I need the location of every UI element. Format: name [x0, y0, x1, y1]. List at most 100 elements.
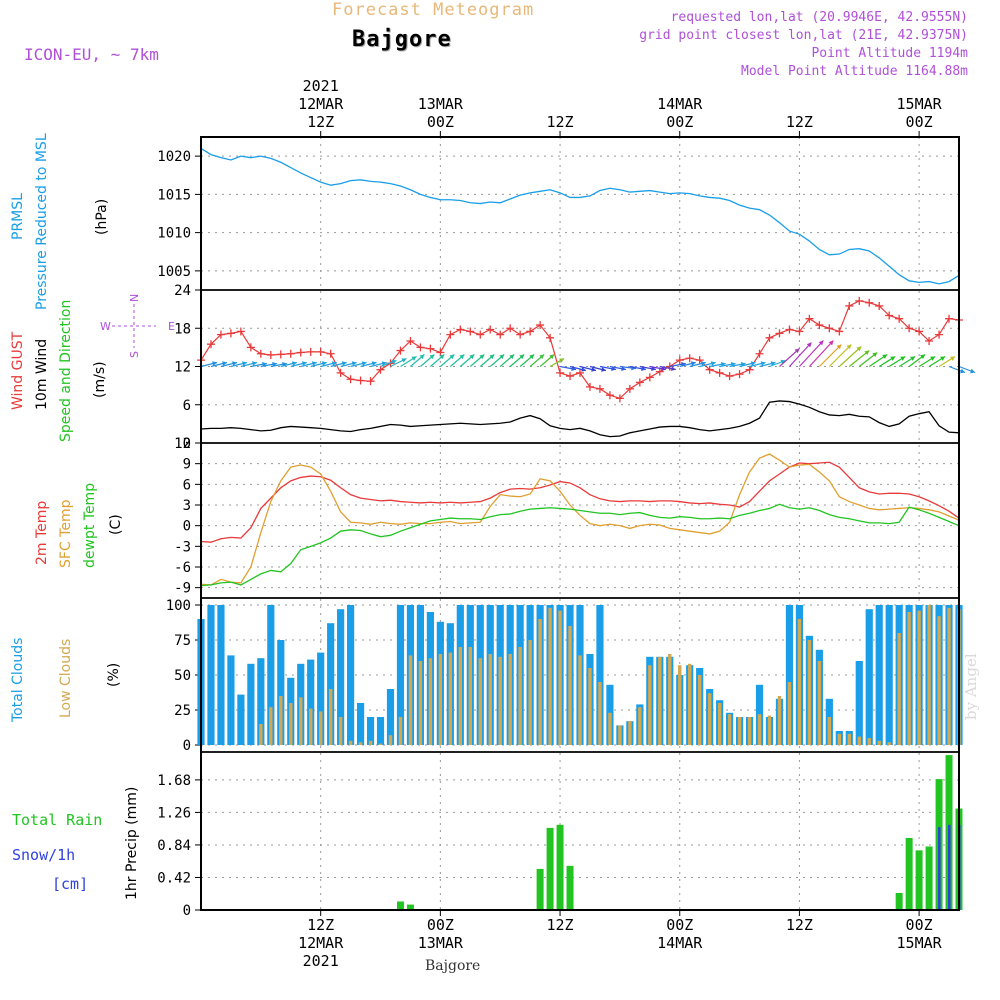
low-cloud-bar	[907, 612, 911, 745]
low-cloud-bar	[797, 619, 802, 745]
top-year-label: 2021	[303, 77, 339, 95]
gust-marker	[895, 314, 904, 323]
wind-arrow-head	[252, 361, 257, 366]
wind-arrow-head	[770, 361, 776, 366]
gust-marker	[645, 373, 654, 382]
wind-arrow-head	[846, 344, 852, 350]
wind-arrow-head	[212, 361, 217, 366]
low-cloud-bar	[498, 656, 502, 745]
wind-arrow-head	[381, 361, 387, 366]
bottom-hour-label: 00Z	[906, 916, 933, 934]
low-cloud-bar	[328, 689, 333, 745]
wind-arrow-head	[479, 354, 485, 360]
wind-arrow-head	[519, 354, 525, 360]
y-tick-label: 25	[174, 703, 191, 719]
wind-arrow-head	[391, 359, 397, 365]
dewpt-label: dewpt Temp	[82, 483, 98, 568]
gust-marker	[376, 365, 385, 374]
gust-marker	[935, 330, 944, 339]
wind-arrow-head	[890, 356, 896, 361]
wind-arrow-head	[950, 356, 956, 361]
low-cloud-bar	[289, 703, 293, 745]
y-tick-label: 12	[174, 436, 191, 452]
total-cloud-bar	[596, 605, 604, 745]
bottom-date-label: 13MAR	[418, 934, 464, 952]
low-clouds-label: Low Clouds	[58, 639, 74, 718]
panel-frame	[200, 136, 960, 291]
low-cloud-bar	[767, 715, 772, 745]
rain-bar	[925, 846, 933, 910]
top-hour-label: 00Z	[666, 113, 693, 131]
total-cloud-bar	[227, 655, 235, 745]
requested-coords: requested lon,lat (20.9946E, 42.9555N)	[670, 10, 968, 25]
gust-marker	[486, 325, 495, 334]
gust-marker	[496, 330, 505, 339]
low-cloud-bar	[558, 610, 562, 745]
low-cloud-bar	[588, 668, 592, 745]
low-cloud-bar	[747, 717, 752, 745]
temp-2m-line	[200, 461, 960, 543]
wind-arrow-head	[351, 361, 357, 366]
wind-dir-label: Speed and Direction	[58, 300, 74, 442]
gust-marker	[526, 327, 535, 336]
rain-bar	[905, 837, 913, 910]
compass-w: W	[100, 320, 111, 333]
low-cloud-bar	[847, 733, 851, 745]
low-cloud-bar	[638, 707, 642, 745]
low-cloud-bar	[787, 682, 792, 745]
gust-marker	[775, 329, 784, 338]
wind-arrow-head	[401, 358, 407, 363]
y-tick-label: 100	[166, 598, 191, 614]
wind-arrow-head	[601, 367, 606, 372]
y-tick-label: 1015	[157, 187, 191, 203]
low-cloud-bar	[398, 717, 403, 745]
y-tick-label: 24	[174, 283, 191, 299]
wind-arrow-head	[882, 354, 888, 359]
low-cloud-bar	[727, 714, 732, 745]
total-cloud-bar	[247, 663, 255, 745]
wind-arrow-head	[301, 361, 307, 366]
wind-arrow-head	[960, 368, 966, 374]
low-cloud-bar	[378, 743, 383, 745]
bottom-date-label: 14MAR	[657, 934, 703, 952]
low-cloud-bar	[777, 696, 782, 745]
low-cloud-bar	[678, 665, 682, 745]
y-tick-label: 6	[183, 477, 191, 493]
gust-line	[200, 300, 960, 400]
total-cloud-bar	[347, 605, 355, 745]
wind-arrow-head	[559, 358, 565, 363]
wind-arrow-head	[361, 361, 367, 366]
wind-arrow-head	[371, 361, 377, 366]
gust-marker	[316, 347, 325, 356]
low-cloud-bar	[269, 707, 273, 745]
wind-arrow-head	[242, 361, 247, 366]
gust-marker	[785, 325, 794, 334]
wind-arrow	[789, 342, 812, 367]
top-date-label: 15MAR	[897, 95, 943, 113]
wind-arrow-head	[818, 340, 824, 346]
low-cloud-bar	[508, 654, 512, 745]
low-cloud-bar	[618, 725, 622, 745]
top-hour-label: 00Z	[906, 113, 933, 131]
gust-marker	[945, 314, 954, 323]
low-cloud-bar	[857, 736, 861, 745]
total-cloud-bar	[327, 623, 335, 745]
sfc-temp-label: SFC Temp	[58, 499, 74, 568]
gust-marker	[595, 384, 604, 393]
low-cloud-bar	[438, 654, 443, 745]
y-tick-label: 0.84	[157, 838, 191, 854]
wind-arrow	[818, 344, 842, 367]
low-cloud-bar	[668, 654, 672, 745]
total-cloud-bar	[875, 605, 883, 745]
low-cloud-bar	[877, 740, 881, 745]
y-tick-label: 1.26	[157, 805, 191, 821]
total-cloud-bar	[885, 605, 893, 745]
gust-marker	[905, 324, 914, 333]
rain-bar	[396, 901, 404, 910]
wind-arrow	[808, 340, 834, 367]
gust-marker	[366, 377, 375, 386]
gust-marker	[346, 375, 355, 384]
pressure-line	[200, 147, 960, 285]
gust-marker	[815, 321, 824, 330]
